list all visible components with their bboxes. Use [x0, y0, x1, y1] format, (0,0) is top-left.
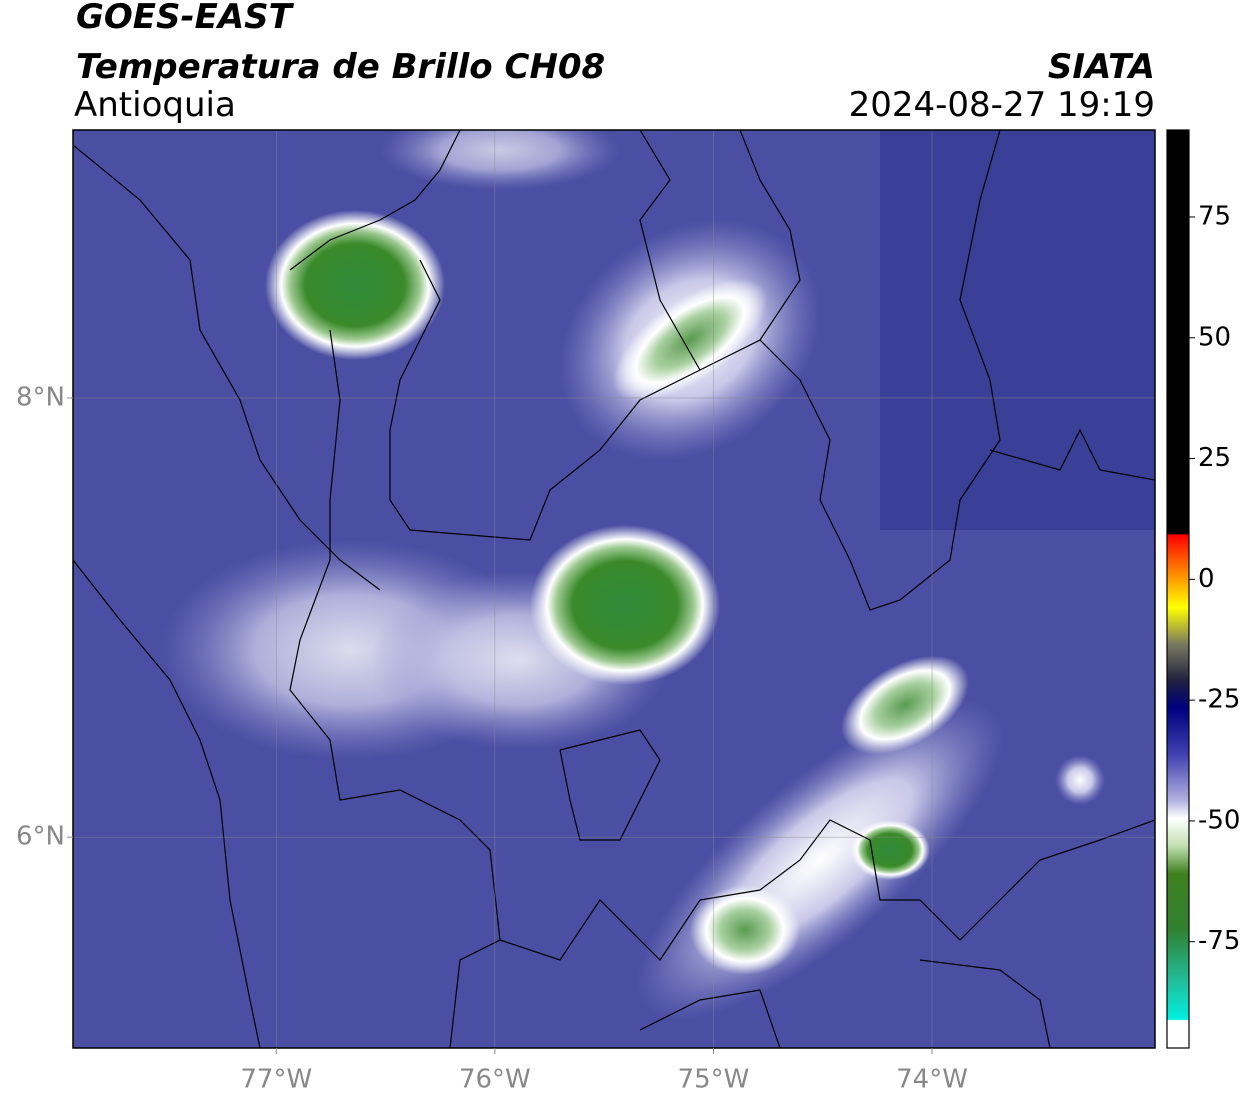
- colorbar-label: -50: [1198, 805, 1240, 835]
- map-frame: [72, 129, 1156, 1049]
- x-tick-label: 76°W: [459, 1065, 531, 1095]
- x-tick-label: 74°W: [896, 1065, 968, 1095]
- colorbar-label: -75: [1198, 926, 1240, 956]
- y-tick-label: 6°N: [16, 822, 65, 852]
- x-tick-label: 75°W: [678, 1065, 750, 1095]
- satellite: GOES-EAST: [76, 0, 295, 37]
- map-imagery: [73, 130, 1155, 1048]
- colorbar-label: 75: [1198, 201, 1231, 231]
- datetime: 2024-08-27 19:19: [849, 85, 1155, 125]
- colorbar-label: 0: [1198, 564, 1215, 594]
- colorbar: [1166, 129, 1190, 1049]
- graticule: [73, 130, 1155, 1048]
- x-tick-label: 77°W: [240, 1065, 312, 1095]
- y-tick-label: 8°N: [16, 382, 65, 412]
- region: Antioquia: [74, 85, 236, 125]
- source: SIATA: [1048, 47, 1155, 87]
- colorbar-label: 25: [1198, 443, 1231, 473]
- colorbar-label: 50: [1198, 322, 1231, 352]
- product: Temperatura de Brillo CH08: [76, 47, 605, 87]
- colorbar-label: -25: [1198, 685, 1240, 715]
